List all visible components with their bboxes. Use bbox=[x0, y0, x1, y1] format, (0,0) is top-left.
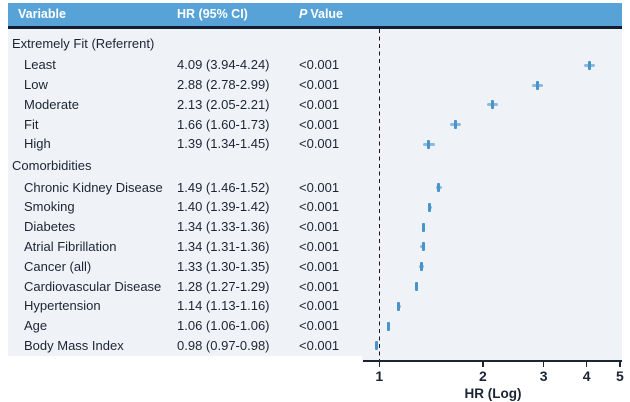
row-p-value: <0.001 bbox=[299, 57, 340, 73]
row-p-value: <0.001 bbox=[299, 337, 340, 353]
axis-tick bbox=[482, 361, 484, 367]
table-header-row: Variable HR (95% CI) P Value bbox=[8, 3, 622, 26]
row-p-value: <0.001 bbox=[299, 258, 340, 274]
point-estimate bbox=[386, 321, 390, 331]
point-estimate bbox=[421, 242, 425, 252]
table-row: Fit 1.66 (1.60-1.73) <0.001 bbox=[0, 115, 362, 135]
point-estimate bbox=[414, 282, 418, 291]
row-p-value: <0.001 bbox=[299, 298, 340, 314]
row-label: Fit bbox=[24, 116, 39, 132]
row-hr-ci: 1.66 (1.60-1.73) bbox=[177, 116, 270, 132]
row-label: Comorbidities bbox=[12, 158, 92, 173]
table-row: Smoking 1.40 (1.39-1.42) <0.001 bbox=[0, 197, 362, 217]
table-row: Least 4.09 (3.94-4.24) <0.001 bbox=[0, 55, 362, 75]
axis-tick-label: 4 bbox=[582, 368, 591, 384]
row-label: Diabetes bbox=[24, 219, 76, 235]
row-label: Least bbox=[24, 57, 56, 73]
table-section-row: Extremely Fit (Referrent) bbox=[0, 34, 362, 54]
table-section-row: Comorbidities bbox=[0, 156, 362, 176]
row-label: Age bbox=[24, 318, 48, 334]
table-row: Chronic Kidney Disease 1.49 (1.46-1.52) <0… bbox=[0, 178, 362, 198]
axis-tick bbox=[585, 361, 588, 367]
row-hr-ci: 2.13 (2.05-2.21) bbox=[177, 96, 270, 112]
row-label: Moderate bbox=[24, 96, 79, 112]
row-hr-ci: 1.40 (1.39-1.42) bbox=[177, 199, 270, 215]
point-estimate bbox=[420, 262, 424, 272]
figure-background bbox=[8, 29, 622, 356]
row-p-value: <0.001 bbox=[299, 199, 340, 215]
row-p-value: <0.001 bbox=[299, 77, 340, 92]
row-hr-ci: 0.98 (0.97-0.98) bbox=[177, 337, 270, 353]
col-header-variable: Variable bbox=[18, 7, 66, 21]
row-p-value: <0.001 bbox=[299, 179, 340, 195]
table-row: Atrial Fibrillation 1.34 (1.31-1.36) <0.00… bbox=[0, 237, 362, 257]
point-estimate bbox=[397, 301, 401, 311]
axis-tick-label: 5 bbox=[615, 368, 624, 384]
row-p-value: <0.001 bbox=[299, 219, 340, 235]
row-hr-ci: 1.34 (1.33-1.36) bbox=[177, 219, 270, 235]
row-label: High bbox=[24, 136, 51, 152]
row-p-value: <0.001 bbox=[299, 136, 340, 152]
point-estimate bbox=[453, 120, 457, 130]
axis-tick-label: 2 bbox=[478, 368, 487, 384]
row-p-value: <0.001 bbox=[299, 238, 340, 254]
axis-tick bbox=[542, 361, 545, 367]
row-label: Low bbox=[24, 77, 48, 92]
axis-tick bbox=[619, 361, 621, 367]
row-label: Chronic Kidney Disease bbox=[24, 179, 163, 195]
table-row: Cancer (all) 1.33 (1.30-1.35) <0.001 bbox=[0, 257, 362, 277]
table-row: Low 2.88 (2.78-2.99) <0.001 bbox=[0, 75, 362, 95]
row-label: Extremely Fit (Referrent) bbox=[12, 35, 155, 51]
point-estimate bbox=[437, 183, 441, 192]
row-hr-ci: 1.34 (1.31-1.36) bbox=[177, 238, 270, 254]
point-estimate bbox=[588, 60, 592, 70]
point-estimate bbox=[428, 202, 432, 212]
point-estimate bbox=[421, 222, 425, 232]
p-italic: P bbox=[299, 7, 308, 21]
point-estimate bbox=[374, 341, 378, 351]
row-hr-ci: 2.88 (2.78-2.99) bbox=[177, 77, 270, 92]
table-row: Cardiovascular Disease 1.28 (1.27-1.29) <0… bbox=[0, 277, 362, 297]
x-axis-line bbox=[363, 360, 622, 362]
table-row: Age 1.06 (1.06-1.06) <0.001 bbox=[0, 316, 362, 336]
row-label: Atrial Fibrillation bbox=[24, 238, 117, 254]
row-label: Cardiovascular Disease bbox=[24, 278, 162, 294]
point-estimate bbox=[427, 139, 430, 149]
row-label: Cancer (all) bbox=[24, 258, 92, 274]
table-row: High 1.39 (1.34-1.45) <0.001 bbox=[0, 134, 362, 154]
table-row: Moderate 2.13 (2.05-2.21) <0.001 bbox=[0, 95, 362, 115]
header-underline bbox=[8, 26, 622, 29]
table-row: Diabetes 1.34 (1.33-1.36) <0.001 bbox=[0, 217, 362, 237]
axis-tick-label: 1 bbox=[375, 368, 384, 384]
plot-background-extension bbox=[362, 356, 622, 361]
axis-tick bbox=[378, 361, 381, 367]
row-hr-ci: 1.49 (1.46-1.52) bbox=[177, 179, 270, 195]
point-estimate bbox=[490, 100, 494, 110]
axis-tick-label: 3 bbox=[539, 368, 548, 384]
row-hr-ci: 1.39 (1.34-1.45) bbox=[177, 136, 270, 152]
row-label: Body Mass Index bbox=[24, 337, 124, 353]
table-row: Body Mass Index 0.98 (0.97-0.98) <0.001 bbox=[0, 336, 362, 356]
row-p-value: <0.001 bbox=[299, 278, 340, 294]
row-p-value: <0.001 bbox=[299, 96, 340, 112]
point-estimate bbox=[536, 80, 539, 90]
row-hr-ci: 1.28 (1.27-1.29) bbox=[177, 278, 270, 294]
row-hr-ci: 1.33 (1.30-1.35) bbox=[177, 258, 270, 274]
row-label: Smoking bbox=[24, 199, 75, 215]
row-label: Hypertension bbox=[24, 298, 101, 314]
table-row: Hypertension 1.14 (1.13-1.16) <0.001 bbox=[0, 296, 362, 316]
col-header-hr: HR (95% CI) bbox=[177, 7, 248, 21]
row-hr-ci: 1.06 (1.06-1.06) bbox=[177, 318, 270, 334]
row-hr-ci: 1.14 (1.13-1.16) bbox=[177, 298, 270, 314]
col-header-p-value: P Value bbox=[299, 3, 343, 26]
reference-line-hr1 bbox=[378, 29, 381, 366]
p-value-rest: Value bbox=[310, 7, 344, 21]
row-p-value: <0.001 bbox=[299, 318, 340, 334]
x-axis-title: HR (Log) bbox=[464, 386, 522, 401]
row-p-value: <0.001 bbox=[299, 116, 340, 132]
row-hr-ci: 4.09 (3.94-4.24) bbox=[177, 57, 270, 73]
